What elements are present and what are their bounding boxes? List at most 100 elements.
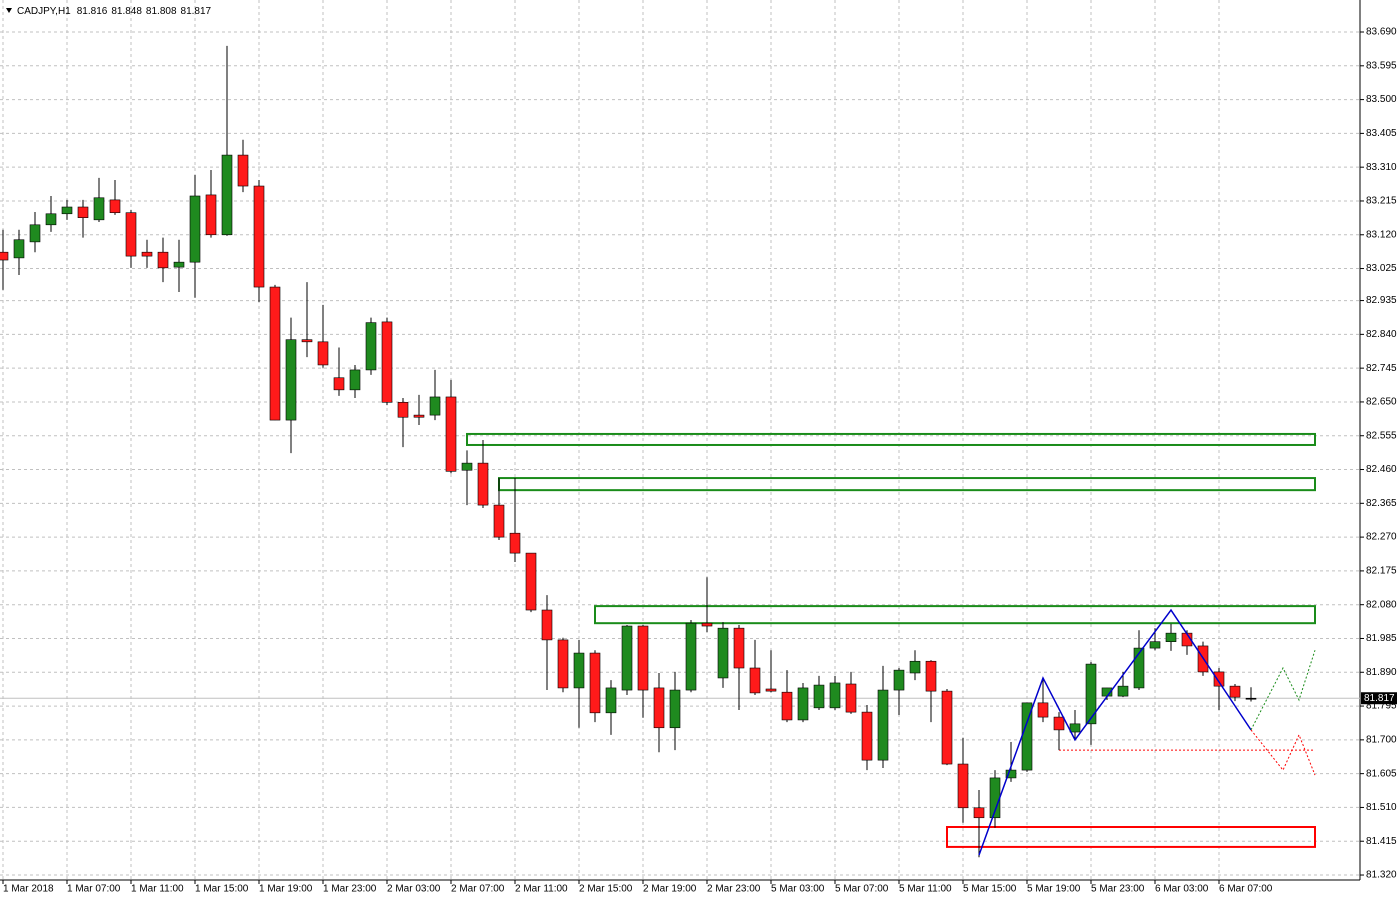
y-tick-label: 82.745 xyxy=(1366,363,1397,374)
y-tick-label: 81.415 xyxy=(1366,836,1397,847)
candle xyxy=(109,179,121,215)
candle-body xyxy=(557,639,569,689)
x-tick-label: 5 Mar 19:00 xyxy=(1027,884,1081,895)
candle xyxy=(493,478,505,540)
y-tick-label: 82.935 xyxy=(1366,295,1397,306)
candle xyxy=(29,211,41,253)
candle xyxy=(381,317,393,406)
candle xyxy=(61,199,73,220)
candle xyxy=(141,239,153,268)
x-tick-label: 5 Mar 03:00 xyxy=(771,884,825,895)
candle-body xyxy=(93,197,105,221)
y-tick-label: 81.890 xyxy=(1366,667,1397,678)
candle-body xyxy=(749,667,761,694)
zigzag-line xyxy=(978,608,1252,856)
candle-body xyxy=(509,532,521,554)
candle-body xyxy=(1165,632,1177,642)
candle-body xyxy=(493,504,505,538)
header-value: 81.817 xyxy=(181,6,212,17)
candle xyxy=(221,45,233,236)
candle xyxy=(1165,623,1177,651)
candle-body xyxy=(365,322,377,371)
candle xyxy=(461,450,473,506)
x-tick-label: 2 Mar 15:00 xyxy=(579,884,633,895)
candle xyxy=(893,668,905,715)
candle xyxy=(669,671,681,751)
candle-body xyxy=(637,625,649,691)
candle xyxy=(301,282,313,358)
candle xyxy=(541,595,553,691)
candle-body xyxy=(429,396,441,416)
candle xyxy=(1245,687,1257,702)
candle xyxy=(333,347,345,396)
candle-body xyxy=(141,251,153,257)
candle-body xyxy=(717,627,729,679)
y-tick-label: 82.080 xyxy=(1366,599,1397,610)
candle-body xyxy=(205,194,217,236)
candle xyxy=(445,379,457,474)
y-tick-label: 81.795 xyxy=(1366,701,1397,712)
x-tick-label: 5 Mar 11:00 xyxy=(899,884,952,895)
candle xyxy=(861,704,873,771)
candle-body xyxy=(685,622,697,691)
candle xyxy=(413,394,425,426)
candle-body xyxy=(1069,723,1081,733)
candle-body xyxy=(1085,663,1097,725)
candle-body xyxy=(77,206,89,218)
y-tick-label: 83.120 xyxy=(1366,229,1397,240)
candle xyxy=(621,624,633,696)
x-tick-label: 6 Mar 03:00 xyxy=(1155,884,1209,895)
candle-body xyxy=(125,212,137,257)
candle xyxy=(637,624,649,718)
candle xyxy=(653,672,665,753)
candle-body xyxy=(669,689,681,729)
y-tick-label: 83.025 xyxy=(1366,263,1397,274)
candle xyxy=(1133,630,1145,691)
candle-body xyxy=(0,251,9,261)
candle xyxy=(365,317,377,375)
candle-body xyxy=(253,185,265,288)
x-tick-label: 1 Mar 07:00 xyxy=(67,884,121,895)
x-tick-label: 2 Mar 07:00 xyxy=(451,884,505,895)
y-tick-label: 82.650 xyxy=(1366,397,1397,408)
x-tick-label: 1 Mar 11:00 xyxy=(131,884,184,895)
y-tick-label: 82.270 xyxy=(1366,532,1397,543)
candle xyxy=(877,665,889,768)
candle xyxy=(285,317,297,454)
candle-body xyxy=(541,609,553,641)
y-tick-label: 82.840 xyxy=(1366,329,1397,340)
x-tick-label: 1 Mar 19:00 xyxy=(259,884,313,895)
candle-body xyxy=(845,683,857,713)
candle-body xyxy=(861,711,873,761)
candle-body xyxy=(893,669,905,691)
candle-body xyxy=(237,154,249,187)
candle-body xyxy=(173,261,185,268)
candle-body xyxy=(1053,716,1065,731)
candle-body xyxy=(189,195,201,263)
candle xyxy=(717,622,729,688)
candle-body xyxy=(1149,641,1161,649)
x-tick-label: 5 Mar 07:00 xyxy=(835,884,889,895)
candle-body xyxy=(285,339,297,421)
candle-body xyxy=(221,154,233,236)
candle xyxy=(1229,684,1241,702)
y-tick-label: 81.605 xyxy=(1366,768,1397,779)
candle xyxy=(685,619,697,693)
x-tick-label: 1 Mar 23:00 xyxy=(323,884,377,895)
candle-body xyxy=(301,339,313,343)
candle-body xyxy=(605,687,617,714)
candle xyxy=(765,650,777,693)
candle-body xyxy=(797,687,809,721)
candle-body xyxy=(1005,769,1017,779)
candle xyxy=(397,398,409,448)
candle-body xyxy=(1229,685,1241,698)
candle xyxy=(829,675,841,710)
y-tick-label: 81.700 xyxy=(1366,734,1397,745)
candle xyxy=(477,440,489,508)
candle xyxy=(13,229,25,275)
candle xyxy=(925,660,937,723)
candle xyxy=(0,229,9,290)
candle xyxy=(781,670,793,723)
y-tick-label: 81.510 xyxy=(1366,802,1397,813)
candle-body xyxy=(29,224,41,243)
